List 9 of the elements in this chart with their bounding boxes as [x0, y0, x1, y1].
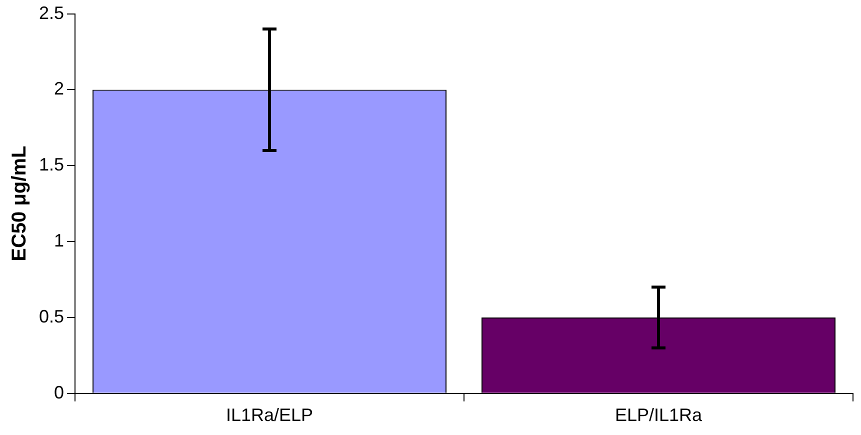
y-tick-label: 1 — [54, 230, 64, 251]
y-tick-label: 0.5 — [38, 306, 64, 326]
y-tick-label: 0 — [54, 382, 64, 402]
y-tick-label: 2 — [54, 78, 64, 99]
y-tick-label: 2.5 — [38, 2, 64, 23]
x-tick-label: ELP/IL1Ra — [614, 405, 704, 426]
y-tick-label: 1.5 — [38, 154, 64, 175]
x-tick-label: IL1Ra/ELP — [226, 405, 314, 426]
y-axis-title: EC50 μg/mL — [8, 146, 31, 262]
